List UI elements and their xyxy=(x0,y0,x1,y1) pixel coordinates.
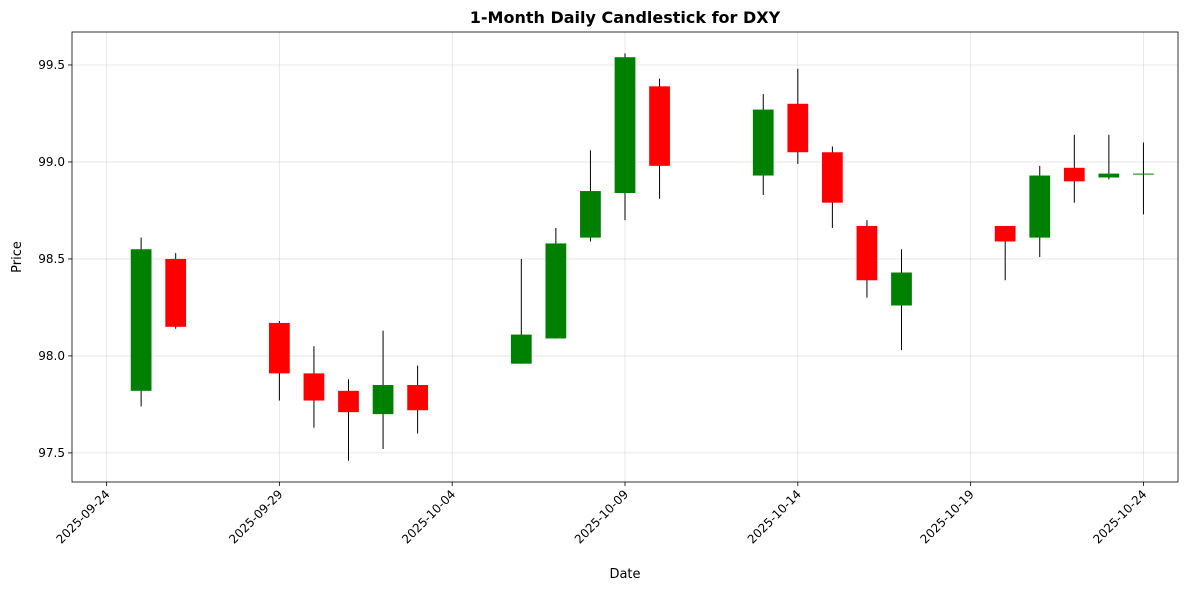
x-tick-label: 2025-10-09 xyxy=(572,487,631,546)
x-axis-ticks: 2025-09-24 2025-09-29 2025-10-04 2025-10-09… xyxy=(53,482,1150,546)
x-tick-label: 2025-10-24 xyxy=(1090,487,1149,546)
candles-layer xyxy=(130,53,1154,461)
candle-body xyxy=(580,191,601,238)
candle xyxy=(372,330,394,450)
candle-body xyxy=(303,373,325,401)
candle xyxy=(856,220,878,298)
candle-body xyxy=(269,322,290,374)
candle-body xyxy=(545,243,567,339)
y-axis-label: Price xyxy=(10,241,25,273)
y-tick-label: 97.5 xyxy=(38,446,65,460)
candle-body xyxy=(1063,167,1085,182)
candle-body xyxy=(165,258,187,327)
candle-body xyxy=(1029,175,1051,238)
y-tick-label: 99.5 xyxy=(38,58,65,72)
candle xyxy=(752,94,774,195)
candle-body xyxy=(338,390,359,413)
candle xyxy=(1098,134,1120,180)
x-tick-label: 2025-09-29 xyxy=(226,487,285,546)
candle xyxy=(269,321,290,401)
candle-body xyxy=(891,272,912,306)
candle-body xyxy=(856,225,878,281)
candle-body xyxy=(614,57,636,193)
candle-body xyxy=(372,385,394,415)
candle-body xyxy=(1098,173,1120,178)
candle-body xyxy=(649,86,670,166)
candle xyxy=(130,237,152,407)
candle-body xyxy=(1133,173,1154,175)
x-axis-label: Date xyxy=(609,567,640,582)
x-tick-label: 2025-10-19 xyxy=(918,487,977,546)
x-tick-label: 2025-10-14 xyxy=(745,487,804,546)
y-tick-label: 99.0 xyxy=(38,155,65,169)
candle xyxy=(787,68,809,164)
x-tick-label: 2025-10-04 xyxy=(399,487,458,546)
candle xyxy=(510,258,532,364)
candle-body xyxy=(407,385,428,411)
candle xyxy=(614,53,636,221)
y-axis-ticks: 97.5 98.0 98.5 99.0 99.5 xyxy=(38,58,72,460)
candle xyxy=(165,253,187,329)
candle xyxy=(1029,165,1051,257)
y-tick-label: 98.0 xyxy=(38,349,65,363)
candle xyxy=(580,150,601,242)
y-tick-label: 98.5 xyxy=(38,252,65,266)
candle xyxy=(407,365,428,434)
chart-title: 1-Month Daily Candlestick for DXY xyxy=(470,8,781,27)
candle-body xyxy=(787,103,809,153)
candle-body xyxy=(822,152,843,203)
candle xyxy=(1133,142,1154,215)
candle xyxy=(822,146,843,228)
candle xyxy=(303,346,325,428)
candle-body xyxy=(130,249,152,391)
x-tick-label: 2025-09-24 xyxy=(53,487,112,546)
candle xyxy=(994,225,1016,281)
candle xyxy=(1063,134,1085,203)
candle xyxy=(338,379,359,461)
candle-body xyxy=(510,334,532,364)
candle xyxy=(649,78,670,199)
candle-body xyxy=(752,109,774,176)
candle-body xyxy=(994,225,1016,242)
candle xyxy=(545,227,567,339)
candle xyxy=(891,249,912,351)
